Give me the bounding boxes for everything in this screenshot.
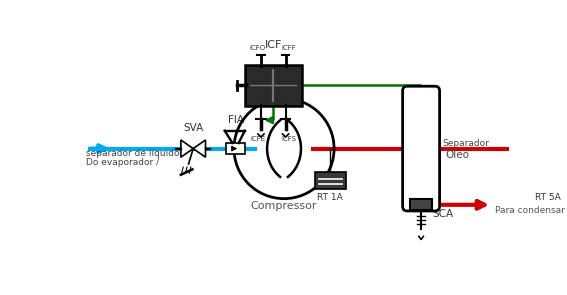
- FancyBboxPatch shape: [226, 143, 245, 154]
- Text: Compressor: Compressor: [251, 201, 318, 211]
- Text: RT 1A: RT 1A: [318, 193, 343, 201]
- Text: ICFF: ICFF: [281, 45, 296, 51]
- Polygon shape: [181, 140, 193, 157]
- Text: Para condensar: Para condensar: [495, 206, 565, 215]
- Text: SVA: SVA: [183, 123, 204, 133]
- FancyBboxPatch shape: [245, 65, 302, 106]
- FancyBboxPatch shape: [315, 173, 346, 189]
- Polygon shape: [193, 140, 205, 157]
- Text: ICFS: ICFS: [281, 136, 296, 142]
- Text: ICFE: ICFE: [250, 136, 265, 142]
- FancyBboxPatch shape: [533, 173, 564, 189]
- Text: ICF: ICF: [265, 40, 282, 50]
- Text: ICFO: ICFO: [250, 45, 266, 51]
- Text: FIA: FIA: [227, 115, 244, 125]
- Text: Do evaporador /: Do evaporador /: [86, 158, 159, 167]
- Text: SCA: SCA: [432, 209, 453, 219]
- Text: separador de líquido: separador de líquido: [86, 149, 180, 158]
- Text: RT 5A: RT 5A: [535, 193, 561, 201]
- FancyBboxPatch shape: [411, 199, 432, 210]
- Text: Óleo: Óleo: [446, 150, 469, 160]
- Text: Separador: Separador: [443, 139, 489, 148]
- FancyBboxPatch shape: [403, 86, 439, 211]
